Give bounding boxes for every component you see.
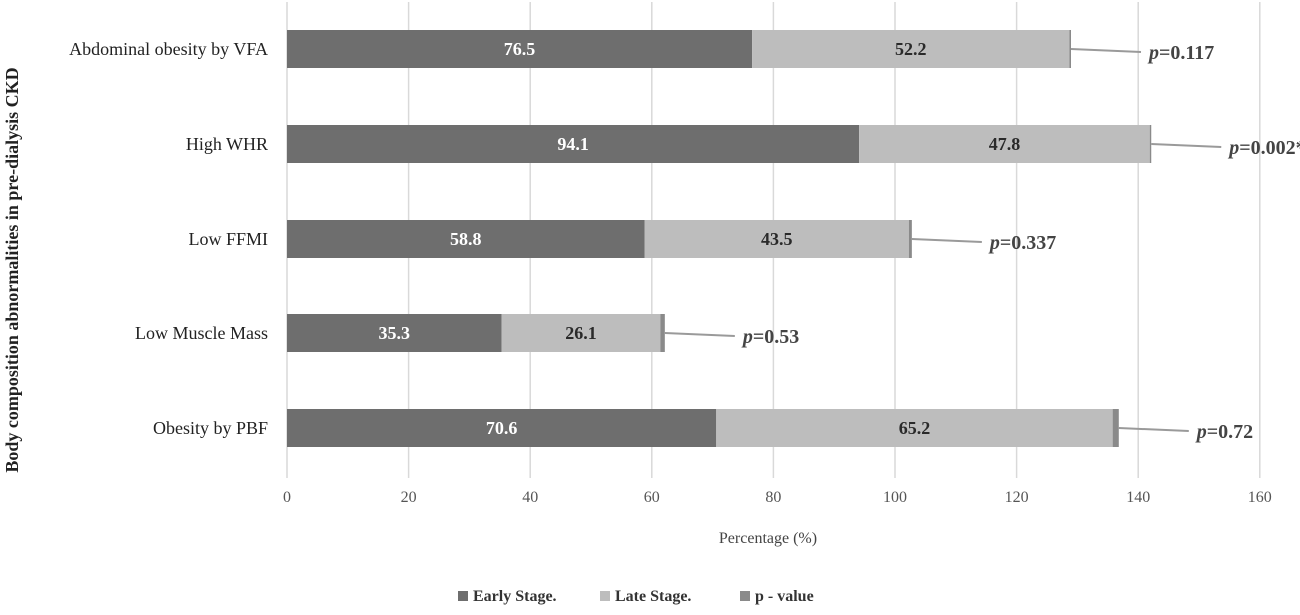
labels: Abdominal obesity by VFA 76.5 52.2 p=0.117 H… <box>69 39 1300 443</box>
p-value-label: p=0.53 <box>741 326 799 348</box>
x-tick-label: 40 <box>522 489 538 506</box>
bar-early-stage <box>287 30 753 68</box>
bar-early-stage <box>287 220 645 258</box>
data-label-late: 47.8 <box>989 134 1021 154</box>
bar-p-value <box>1112 409 1119 447</box>
bar-late-stage <box>752 30 1070 68</box>
x-tick-label: 60 <box>644 489 660 506</box>
x-axis-label: Percentage (%) <box>719 530 817 547</box>
p-value-label: p=0.337 <box>988 232 1056 254</box>
x-tick-label: 20 <box>401 489 417 506</box>
category-label: Low FFMI <box>188 229 268 249</box>
y-axis-label: Body composition abnormalities in pre-di… <box>2 67 22 472</box>
bar-late-stage <box>644 220 909 258</box>
bar-early-stage <box>287 409 717 447</box>
category-label: Abdominal obesity by VFA <box>69 39 268 59</box>
bar-early-stage <box>287 125 860 163</box>
x-tick-label: 140 <box>1126 489 1150 506</box>
legend-label: p - value <box>755 588 814 605</box>
category-label: High WHR <box>186 134 268 154</box>
legend-swatch <box>740 591 750 601</box>
bars <box>287 30 1152 447</box>
legend-label: Early Stage. <box>473 588 557 605</box>
category-label: Obesity by PBF <box>153 418 268 438</box>
bar-p-value <box>1069 30 1071 68</box>
data-label-early: 35.3 <box>379 323 411 343</box>
p-value-leader-line <box>1118 427 1189 432</box>
p-value-leader-line <box>1151 143 1222 148</box>
legend: Early Stage. Late Stage. p - value <box>458 588 814 605</box>
data-label-late: 52.2 <box>895 39 927 59</box>
bar-p-value <box>660 314 665 352</box>
p-value-leader-line <box>664 332 735 337</box>
data-label-late: 43.5 <box>761 229 793 249</box>
category-label: Low Muscle Mass <box>135 323 268 343</box>
data-label-early: 94.1 <box>557 134 589 154</box>
bar-early-stage <box>287 314 502 352</box>
bar-p-value <box>1149 125 1152 163</box>
bar-late-stage <box>501 314 661 352</box>
p-value-label: p=0.117 <box>1147 42 1214 64</box>
data-label-early: 58.8 <box>450 229 482 249</box>
x-tick-label: 80 <box>765 489 781 506</box>
legend-swatch <box>458 591 468 601</box>
data-label-early: 76.5 <box>504 39 536 59</box>
x-tick-label: 0 <box>283 489 291 506</box>
p-value-leader-line <box>1070 48 1142 53</box>
bar-late-stage <box>859 125 1150 163</box>
p-value-label: p=0.72 <box>1195 421 1253 443</box>
data-label-late: 65.2 <box>899 418 931 438</box>
p-value-label: p=0.002** <box>1227 137 1300 159</box>
data-label-late: 26.1 <box>565 323 597 343</box>
x-tick-label: 100 <box>883 489 907 506</box>
p-value-leader-line <box>911 238 982 243</box>
legend-label: Late Stage. <box>615 588 691 605</box>
x-tick-label: 120 <box>1005 489 1029 506</box>
data-label-early: 70.6 <box>486 418 518 438</box>
bar-late-stage <box>716 409 1113 447</box>
x-tick-label: 160 <box>1248 489 1272 506</box>
bar-p-value <box>908 220 912 258</box>
legend-swatch <box>600 591 610 601</box>
